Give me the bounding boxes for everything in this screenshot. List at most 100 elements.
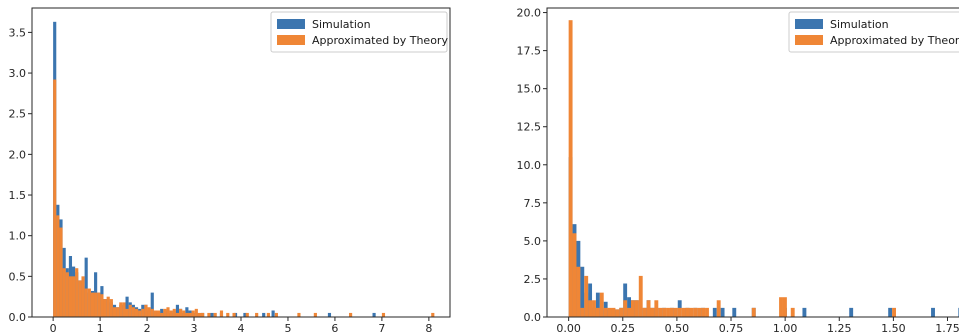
histogram-bar	[313, 312, 317, 317]
histogram-bar	[194, 308, 198, 317]
histogram-bar	[112, 307, 117, 317]
legend-label: Approximated by Theory	[312, 34, 448, 47]
legend-label: Simulation	[830, 18, 889, 31]
legend-label: Simulation	[312, 18, 371, 31]
histogram-bar	[372, 312, 376, 317]
histogram-bar	[191, 310, 195, 317]
histogram-bar	[125, 296, 129, 317]
y-tick-label: 2.5	[524, 273, 542, 286]
histogram-bar	[185, 312, 189, 317]
legend-swatch	[795, 35, 823, 45]
histogram-bar	[712, 307, 717, 317]
y-tick-label: 10.0	[517, 159, 542, 172]
histogram-bar	[673, 307, 678, 317]
histogram-bar	[134, 308, 139, 317]
histogram-bar	[790, 307, 795, 317]
histogram-bar	[627, 307, 631, 317]
y-tick-label: 3.5	[9, 26, 27, 39]
histogram-bar	[53, 79, 57, 317]
legend-swatch	[795, 19, 823, 29]
histogram-bar	[245, 312, 249, 317]
y-tick-label: 1.5	[9, 189, 27, 202]
histogram-bar	[219, 310, 224, 317]
histogram-bar	[243, 312, 247, 317]
histogram-bar	[701, 307, 706, 317]
histogram-bar	[802, 307, 807, 317]
histogram-bar	[128, 304, 132, 317]
histogram-bar	[97, 292, 101, 317]
histogram-bar	[84, 288, 88, 317]
histogram-bar	[175, 312, 180, 317]
y-tick-label: 1.0	[9, 230, 27, 243]
x-tick-label: 1.25	[827, 322, 852, 335]
x-tick-label: 3	[191, 322, 198, 335]
bars-group	[53, 21, 435, 317]
histogram-bar	[131, 307, 135, 317]
histogram-bar	[623, 283, 628, 317]
histogram-bar	[619, 307, 624, 317]
histogram-bar	[580, 266, 585, 317]
x-tick-label: 5	[284, 322, 291, 335]
histogram-bar	[623, 300, 628, 317]
histogram-bar	[116, 307, 120, 317]
x-tick-label: 1.00	[773, 322, 798, 335]
histogram-bar	[782, 297, 787, 317]
x-tick-label: 4	[238, 322, 245, 335]
histogram-bar	[716, 300, 721, 317]
histogram-bar	[779, 297, 783, 317]
histogram-bar	[689, 307, 694, 317]
x-tick-label: 0	[50, 322, 57, 335]
y-tick-label: 2.0	[9, 148, 27, 161]
histogram-bar	[576, 266, 581, 317]
x-tick-label: 1.50	[881, 322, 906, 335]
legend: Simulation Approximated by Theory	[788, 11, 959, 53]
histogram-bar	[78, 280, 82, 317]
histogram-bar	[207, 312, 211, 317]
histogram-bar	[232, 312, 236, 317]
y-tick-label: 20.0	[517, 7, 542, 20]
series-theory	[53, 79, 435, 317]
histogram-bar	[931, 307, 935, 317]
histogram-bar	[580, 307, 585, 317]
y-tick-label: 2.5	[9, 108, 27, 121]
x-tick-label: 7	[378, 322, 385, 335]
x-tick-label: 2	[144, 322, 151, 335]
histogram-bar	[677, 307, 682, 317]
axes-frame	[31, 7, 451, 318]
y-tick-label: 12.5	[517, 121, 542, 134]
histogram-bar	[147, 307, 151, 317]
right-histogram-panel: 0.00 0.25 0.50 0.75 1.00 1.25 1.50 1.75 0.0 2.5 5.…	[517, 7, 959, 335]
histogram-bar	[732, 307, 737, 317]
histogram-bar	[84, 257, 88, 317]
histogram-bar	[720, 307, 725, 317]
histogram-bar	[611, 307, 616, 317]
histogram-bar	[68, 276, 73, 317]
histogram-bar	[631, 300, 635, 317]
x-tick-label: 8	[425, 322, 432, 335]
histogram-bar	[599, 292, 604, 317]
legend-box	[270, 11, 448, 53]
histogram-bar	[603, 307, 608, 317]
histogram-bar	[172, 308, 176, 317]
histogram-bar	[109, 299, 113, 317]
x-tick-label: 0.00	[556, 322, 581, 335]
histogram-bar	[638, 275, 643, 317]
histogram-bar	[119, 302, 123, 317]
y-tick-label: 3.0	[9, 67, 27, 80]
histogram-bar	[588, 300, 593, 317]
histogram-bar	[125, 308, 129, 317]
histogram-bar	[122, 302, 126, 317]
histogram-bar	[210, 312, 214, 317]
histogram-bar	[266, 312, 270, 317]
histogram-bar	[188, 312, 192, 317]
histogram-bar	[197, 312, 202, 317]
y-tick-label: 17.5	[517, 45, 542, 58]
histogram-bar	[650, 307, 655, 317]
histogram-bar	[138, 310, 142, 317]
histogram-bar	[226, 312, 230, 317]
histogram-bar	[615, 309, 620, 317]
histogram-bar	[169, 310, 173, 317]
histogram-bar	[100, 294, 104, 317]
histogram-bar	[654, 300, 659, 317]
histogram-bar	[685, 307, 690, 317]
